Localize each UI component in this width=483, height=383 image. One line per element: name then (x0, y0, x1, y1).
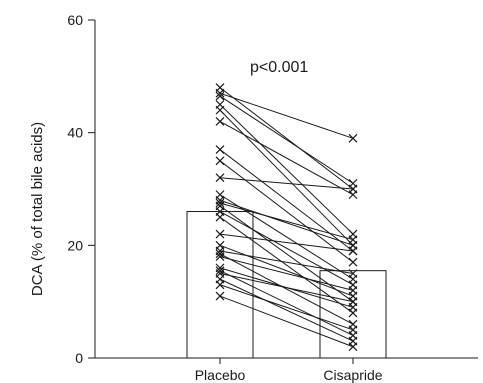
pair-line (219, 256, 354, 291)
data-point-marker (348, 285, 358, 295)
data-point-marker (215, 116, 225, 126)
pair-line (219, 104, 354, 235)
data-point-marker (215, 198, 225, 208)
data-point-marker (348, 133, 358, 143)
pair-line (219, 244, 354, 297)
pair-line (219, 199, 354, 246)
x-tick-label-placebo: Placebo (195, 367, 246, 383)
data-point-marker (348, 257, 358, 267)
pair-line (219, 233, 354, 252)
data-point-marker (348, 235, 358, 245)
pair-line (219, 253, 354, 325)
data-point-marker (215, 249, 225, 259)
data-point-marker (348, 297, 358, 307)
x-tick-label-cisapride: Cisapride (323, 367, 382, 383)
data-point-marker (215, 88, 225, 98)
pair-line (219, 95, 354, 184)
plot-area: 0 20 40 60 Placebo Cisapride (67, 12, 478, 383)
pair-line (219, 177, 354, 190)
data-point-marker (215, 280, 225, 290)
data-point-marker (215, 145, 225, 154)
data-point-marker (215, 173, 225, 183)
pair-line (219, 109, 354, 246)
pair-line (219, 92, 354, 139)
y-tick-label: 0 (75, 350, 83, 366)
data-point-marker (348, 325, 358, 335)
data-point-marker (215, 229, 225, 239)
y-tick-label: 60 (67, 12, 83, 28)
pair-line (219, 273, 354, 303)
data-point-marker (215, 291, 225, 301)
bar-cisapride (319, 270, 387, 359)
y-tick-label: 40 (67, 125, 83, 141)
data-point-marker (215, 105, 225, 115)
data-point-marker (215, 156, 225, 166)
y-axis-label: DCA (% of total bile acids) (29, 122, 46, 296)
pair-line (219, 278, 354, 342)
data-point-marker (348, 269, 358, 278)
data-point-marker (215, 252, 225, 262)
data-point-marker (348, 342, 358, 352)
pair-line (219, 270, 354, 336)
data-point-marker (348, 246, 358, 256)
p-value-annotation: p<0.001 (250, 59, 308, 76)
pair-line (219, 295, 354, 348)
pair-line (219, 202, 354, 241)
data-point-marker (215, 266, 225, 276)
pair-line (219, 250, 354, 274)
pair-line (219, 211, 354, 286)
data-point-marker (348, 184, 358, 194)
pair-line (219, 160, 354, 263)
pair-line (219, 120, 354, 196)
pair-line (219, 205, 354, 303)
data-point-marker (215, 212, 225, 222)
data-point-marker (215, 91, 225, 101)
pair-line (219, 284, 354, 331)
y-tick-label: 20 (67, 237, 83, 253)
pair-line (219, 87, 354, 190)
